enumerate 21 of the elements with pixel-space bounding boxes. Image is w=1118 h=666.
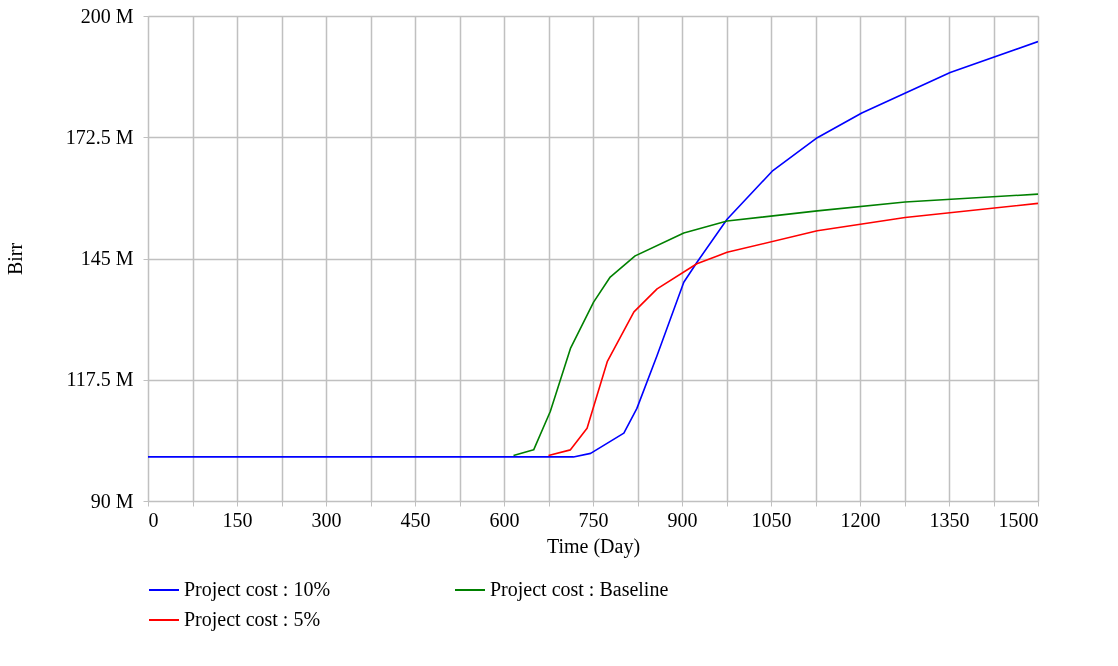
x-tick-label: 750 <box>578 508 609 531</box>
x-tick-label: 900 <box>667 508 698 531</box>
y-tick-label: 117.5 M <box>66 368 134 391</box>
x-tick-label: 600 <box>489 508 520 531</box>
x-tick-label: 450 <box>400 508 431 531</box>
x-tick-label: 1050 <box>751 508 792 531</box>
y-axis-title: Birr <box>3 242 26 276</box>
x-tick-label: 1200 <box>840 508 881 531</box>
legend-label: Project cost : 5% <box>184 608 321 631</box>
x-axis-title: Time (Day) <box>546 534 641 558</box>
y-tick-label: 172.5 M <box>65 125 134 148</box>
x-tick-label: 1350 <box>929 508 970 531</box>
x-tick-label: 1500 <box>998 508 1039 531</box>
y-tick-label: 145 M <box>80 247 134 269</box>
y-tick-label: 200 M <box>80 4 134 27</box>
x-tick-label: 0 <box>148 508 159 531</box>
legend-label: Project cost : 10% <box>184 578 331 601</box>
legend-label: Project cost : Baseline <box>490 578 669 601</box>
x-tick-label: 300 <box>311 508 342 531</box>
y-tick-label: 90 M <box>90 489 134 512</box>
x-tick-label: 150 <box>222 508 253 531</box>
